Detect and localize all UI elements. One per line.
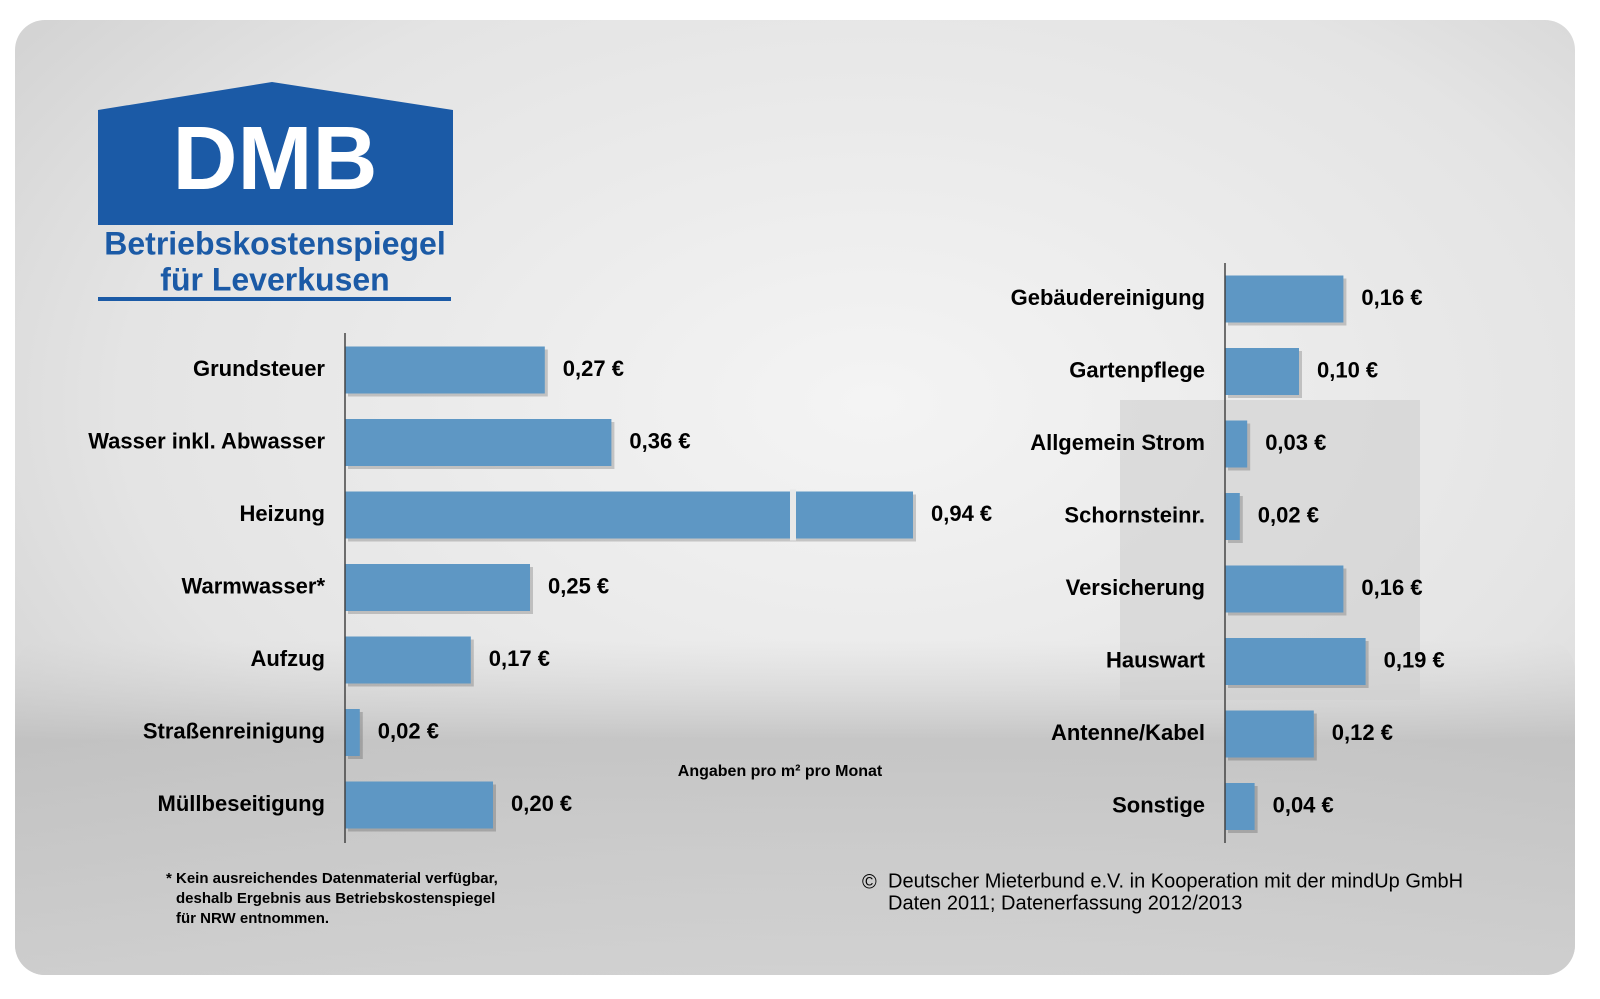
bar — [345, 491, 913, 539]
bar — [1225, 275, 1344, 323]
value-label: 0,36 € — [629, 428, 690, 453]
logo-title: DMB — [173, 109, 378, 209]
logo-line: Betriebskostenspiegel — [104, 225, 445, 261]
bar — [1225, 348, 1299, 395]
bar — [1225, 710, 1314, 758]
value-label: 0,02 € — [1258, 502, 1319, 527]
bar — [1225, 638, 1366, 685]
source: Deutscher Mieterbund e.V. in Kooperation… — [888, 870, 1463, 892]
category-label: Schornsteinr. — [1064, 502, 1205, 527]
bar — [1225, 565, 1344, 613]
bar — [1225, 420, 1248, 468]
value-label: 0,20 € — [511, 791, 572, 816]
bar — [345, 564, 530, 611]
source: Daten 2011; Datenerfassung 2012/2013 — [888, 892, 1242, 914]
value-label: 0,27 € — [563, 356, 624, 381]
category-label: Aufzug — [250, 646, 325, 671]
category-label: Straßenreinigung — [143, 718, 325, 743]
value-label: 0,19 € — [1384, 647, 1445, 672]
unit-note: Angaben pro m² pro Monat — [678, 763, 883, 780]
bar — [345, 781, 493, 829]
category-label: Gebäudereinigung — [1011, 285, 1205, 310]
value-label: 0,25 € — [548, 573, 609, 598]
category-label: Antenne/Kabel — [1051, 720, 1205, 745]
bar — [1225, 783, 1255, 830]
value-label: 0,04 € — [1273, 792, 1334, 817]
category-label: Hauswart — [1106, 647, 1206, 672]
value-label: 0,10 € — [1317, 357, 1378, 382]
category-label: Versicherung — [1066, 575, 1205, 600]
roof-shade — [15, 640, 1575, 975]
category-label: Grundsteuer — [193, 356, 325, 381]
bar — [345, 636, 471, 684]
category-label: Sonstige — [1112, 792, 1205, 817]
axis-break — [790, 489, 796, 541]
footnote: deshalb Ergebnis aus Betriebskostenspieg… — [176, 890, 495, 907]
value-label: 0,12 € — [1332, 720, 1393, 745]
category-label: Heizung — [239, 501, 325, 526]
value-label: 0,16 € — [1361, 285, 1422, 310]
bar — [345, 346, 545, 394]
logo-box — [98, 82, 453, 225]
category-label: Warmwasser* — [182, 573, 326, 598]
bar — [345, 419, 612, 466]
category-label: Allgemein Strom — [1030, 430, 1205, 455]
footnote: * Kein ausreichendes Datenmaterial verfü… — [166, 870, 498, 887]
value-label: 0,94 € — [931, 501, 992, 526]
value-label: 0,17 € — [489, 646, 550, 671]
bar — [1225, 493, 1240, 540]
footnote: für NRW entnommen. — [176, 910, 329, 927]
logo-line: für Leverkusen — [160, 261, 389, 297]
value-label: 0,02 € — [378, 718, 439, 743]
value-label: 0,16 € — [1361, 575, 1422, 600]
copyright: © — [862, 871, 877, 893]
bar — [345, 709, 360, 756]
category-label: Müllbeseitigung — [158, 791, 325, 816]
category-label: Gartenpflege — [1069, 357, 1205, 382]
logo-rule — [98, 297, 451, 301]
value-label: 0,03 € — [1265, 430, 1326, 455]
category-label: Wasser inkl. Abwasser — [88, 428, 325, 453]
